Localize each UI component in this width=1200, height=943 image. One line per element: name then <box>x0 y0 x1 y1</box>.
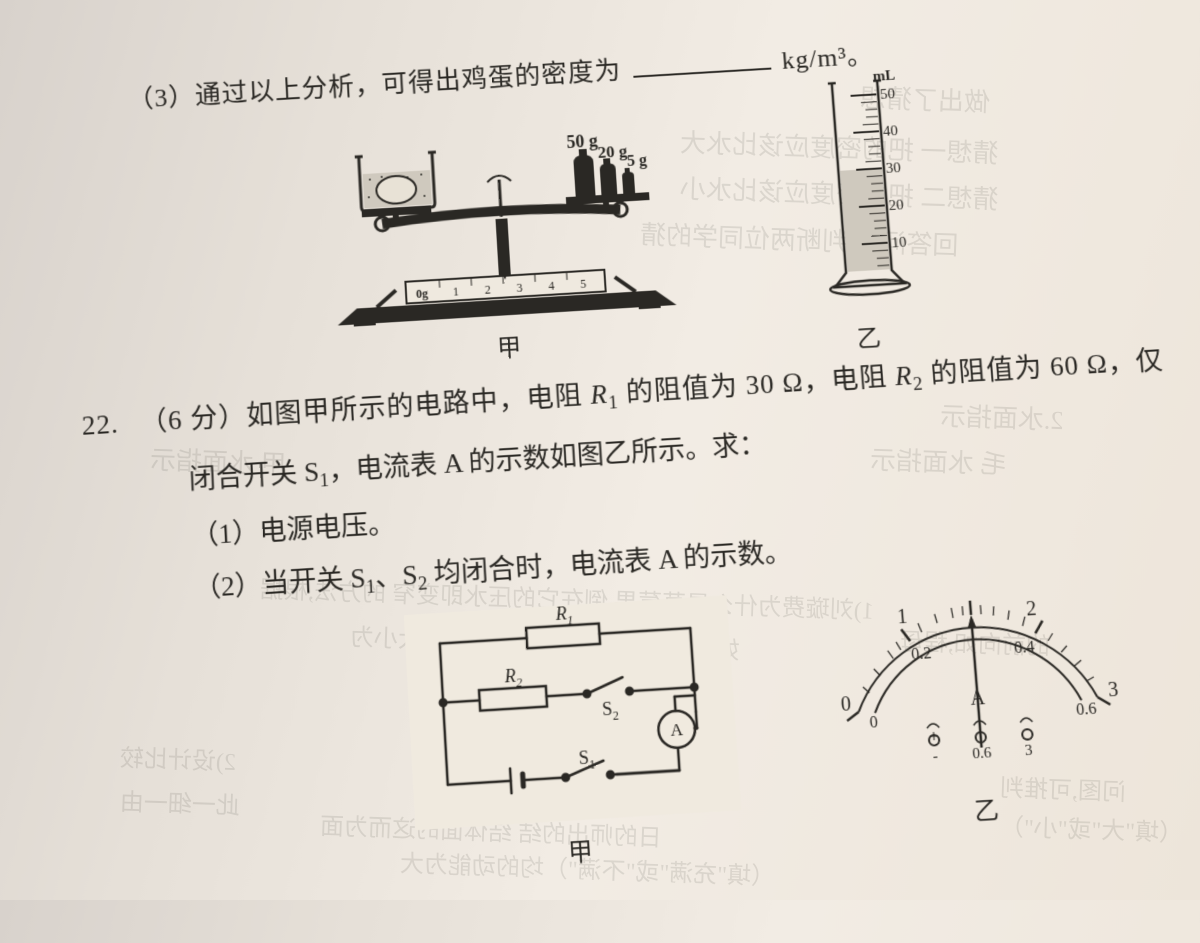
svg-text:40: 40 <box>882 123 898 140</box>
svg-text:0.4: 0.4 <box>1014 639 1036 658</box>
circuit-caption: 甲 <box>406 821 755 879</box>
svg-text:2: 2 <box>484 282 491 296</box>
svg-text:3: 3 <box>1024 743 1033 760</box>
svg-text:50: 50 <box>880 86 896 103</box>
svg-text:mL: mL <box>872 68 895 85</box>
svg-text:5: 5 <box>580 277 587 291</box>
balance-figure: 50 g 20 g 5 g 0g 1 2 3 <box>288 99 720 376</box>
svg-text:-: - <box>932 749 938 766</box>
answer-blank[interactable] <box>631 42 771 78</box>
svg-text:10: 10 <box>891 235 907 252</box>
circuit-figure: R1 R2 S2 S1 A 甲 <box>394 595 755 879</box>
figure-row-2: R1 R2 S2 S1 A 甲 <box>90 567 1200 902</box>
q22-text: 的阻值为 60 Ω，仅 <box>922 345 1165 389</box>
q3-prefix: （3）通过以上分析，可得出鸡蛋的密度为 <box>127 56 622 114</box>
svg-text:30: 30 <box>885 160 901 177</box>
q22-text: 的阻值为 30 Ω，电阻 <box>617 361 896 408</box>
svg-text:2: 2 <box>1025 598 1037 621</box>
svg-text:1: 1 <box>452 284 459 298</box>
ammeter-caption: 乙 <box>833 781 1141 836</box>
svg-text:3: 3 <box>516 281 523 295</box>
svg-text:1: 1 <box>896 606 908 629</box>
q22-text: 如图甲所示的电路中，电阻 <box>246 380 592 431</box>
svg-text:0.2: 0.2 <box>911 645 933 664</box>
var-R2: R <box>894 360 914 391</box>
svg-text:0.6: 0.6 <box>972 745 992 763</box>
svg-text:A: A <box>969 687 986 711</box>
weight-50g: 50 g <box>566 130 601 196</box>
cylinder-figure: mL 50 40 30 20 10 <box>779 61 940 357</box>
svg-text:5 g: 5 g <box>627 152 648 170</box>
ammeter-figure: 0 1 2 3 0 0.2 0.4 0.6 A <box>818 586 1140 836</box>
svg-text:20: 20 <box>888 197 904 214</box>
svg-text:4: 4 <box>548 279 555 293</box>
svg-text:50 g: 50 g <box>566 130 598 152</box>
q22-number: 22. <box>81 397 141 452</box>
svg-text:0.6: 0.6 <box>1076 701 1098 720</box>
svg-text:0: 0 <box>869 714 879 732</box>
q22-points: （6 分） <box>139 401 247 437</box>
svg-text:0g: 0g <box>416 286 429 301</box>
svg-text:0: 0 <box>840 693 852 716</box>
var-R1: R <box>589 379 608 410</box>
svg-text:3: 3 <box>1107 679 1119 702</box>
svg-text:20 g: 20 g <box>597 141 628 162</box>
svg-text:A: A <box>670 720 685 741</box>
